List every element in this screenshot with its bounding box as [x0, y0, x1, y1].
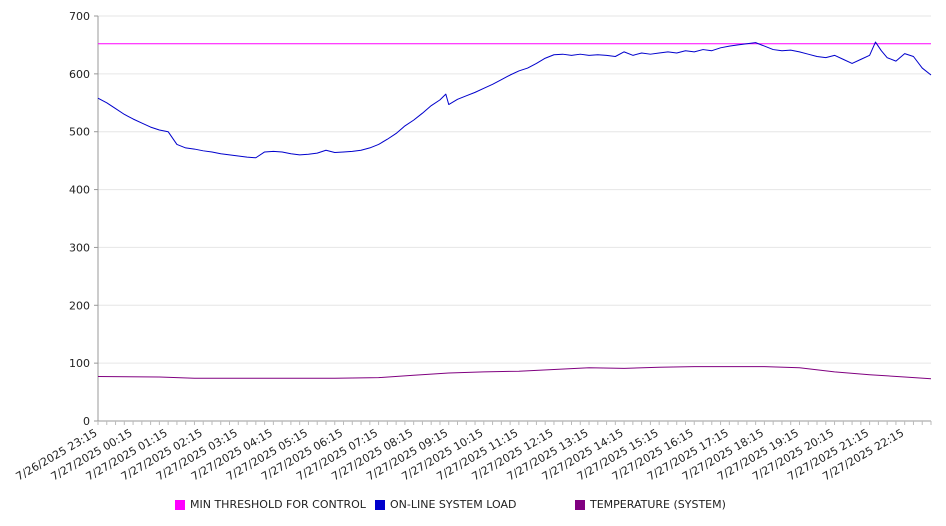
- y-tick-label: 0: [83, 415, 90, 428]
- x-tick-labels: 7/26/2025 23:157/27/2025 00:157/27/2025 …: [14, 426, 907, 483]
- y-tick-label: 700: [69, 10, 90, 23]
- legend-label-temperature: TEMPERATURE (SYSTEM): [590, 498, 726, 511]
- legend-item-min-threshold: MIN THRESHOLD FOR CONTROL: [175, 498, 366, 511]
- series-line-temperature: [97, 366, 932, 380]
- legend-label-min-threshold: MIN THRESHOLD FOR CONTROL: [190, 498, 366, 511]
- legend-label-system-load: ON-LINE SYSTEM LOAD: [390, 498, 517, 511]
- legend-swatch-temperature: [575, 499, 585, 510]
- legend: MIN THRESHOLD FOR CONTROL ON-LINE SYSTEM…: [0, 498, 946, 516]
- series-lines: [97, 41, 932, 380]
- legend-swatch-system-load: [375, 499, 385, 510]
- axes: [94, 15, 932, 425]
- y-tick-label: 300: [69, 241, 90, 254]
- y-tick-label: 400: [69, 184, 90, 197]
- legend-item-temperature: TEMPERATURE (SYSTEM): [575, 498, 726, 511]
- grid-lines: [98, 15, 931, 364]
- y-tick-label: 600: [69, 68, 90, 81]
- y-tick-label: 100: [69, 357, 90, 370]
- legend-swatch-min-threshold: [175, 499, 185, 510]
- y-tick-label: 500: [69, 126, 90, 139]
- y-tick-labels: 0 100 200 300 400 500 600 700: [69, 10, 90, 428]
- y-tick-label: 200: [69, 299, 90, 312]
- series-line-system-load: [97, 41, 932, 159]
- legend-item-system-load: ON-LINE SYSTEM LOAD: [375, 498, 516, 511]
